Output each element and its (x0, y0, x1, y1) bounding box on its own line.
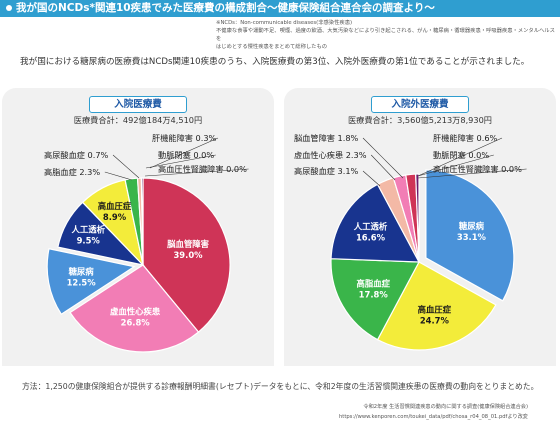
ncds-note: ※NCDs：Non-communicable diseases(非感染性疾患) … (216, 19, 556, 51)
slice-label: 虚血性心疾患 (110, 307, 161, 317)
intro-text: 我が国における糖尿病の医療費はNCDs関連10疾患のうち、入院医療費の第3位、入… (20, 57, 530, 67)
method-note: 方法：1,250の健康保険組合が提供する診療報酬明細書(レセプト)データをもとに… (22, 382, 539, 391)
callout-label: 高血圧性腎臓障害 0.0% (433, 164, 522, 174)
slice-label: 高血圧症 (418, 304, 452, 314)
callout-line (149, 137, 219, 169)
callout-line (370, 154, 396, 181)
pie-slice (140, 177, 144, 266)
pie-slice (142, 177, 231, 333)
callout-label: 高尿酸血症 0.7% (44, 150, 109, 160)
slice-label: 高脂血症 (356, 278, 390, 288)
callout-label: 動脈閉塞 0.0% (433, 150, 489, 160)
slice-value-label: 12.5% (67, 278, 97, 288)
pie-slice (330, 258, 420, 341)
note-line-1: ※NCDs：Non-communicable diseases(非感染性疾患) (216, 20, 353, 26)
slice-label: 糖尿病 (459, 221, 485, 231)
pie-slice (425, 169, 515, 302)
callout-line (417, 137, 503, 177)
callout-line (362, 137, 404, 179)
slice-value-label: 33.1% (457, 232, 487, 242)
slice-label: 糖尿病 (69, 267, 95, 277)
inpatient-total: 医療費合計：492億184万4,510円 (73, 115, 203, 125)
slice-label: 人工透析 (354, 222, 388, 232)
slice-value-label: 8.9% (103, 212, 127, 222)
pie-slice (415, 173, 420, 263)
slice-label: 高血圧症 (98, 201, 132, 211)
slice-value-label: 39.0% (173, 250, 203, 260)
callout-label: 高脂血症 2.3% (44, 167, 100, 177)
pie-slice (46, 248, 136, 316)
bullet-icon (6, 4, 12, 11)
page-header: 我が国のNCDs*関連10疾患でみた医療費の構成割合〜健康保険組合連合会の調査よ… (0, 0, 560, 17)
callout-line (417, 154, 494, 177)
callout-line (144, 168, 249, 177)
outpatient-total: 医療費合計：3,560億5,213万8,930円 (347, 115, 492, 125)
callout-line (362, 170, 381, 187)
header-title: 我が国のNCDs*関連10疾患でみた医療費の構成割合〜健康保険組合連合会の調査よ… (16, 2, 435, 14)
callout-label: 肝機能障害 0.6% (433, 133, 498, 143)
callout-label: 高尿酸血症 3.1% (294, 166, 359, 176)
source-url: https://www.kenporen.com/toukei_data/pdf… (339, 414, 528, 420)
callout-line (112, 154, 140, 179)
callout-label: 動脈閉塞 0.0% (158, 150, 214, 160)
callout-label: 脳血管障害 1.8% (294, 133, 359, 143)
slice-value-label: 17.8% (359, 289, 389, 299)
pie-slice (330, 183, 421, 263)
slice-value-label: 26.8% (121, 318, 151, 328)
callout-label: 虚血性心疾患 2.3% (294, 150, 367, 160)
inpatient-title: 入院医療費 (89, 96, 187, 113)
source-citation: 令和2年度 生活習慣関連疾患の動向に関する調査(健康保険組合連合会) (363, 404, 528, 410)
callout-label: 肝機能障害 0.3% (152, 133, 217, 143)
pie-slice (69, 264, 200, 353)
callout-line (417, 168, 527, 179)
slice-value-label: 24.7% (420, 315, 450, 325)
slice-value-label: 16.6% (356, 233, 386, 243)
note-line-2: 不健康な食事や運動不足、喫煙、過度の飲酒、大気汚染などにより引き起こされる、がん… (216, 28, 555, 42)
slice-value-label: 9.5% (77, 236, 101, 246)
outpatient-title: 入院外医療費 (371, 96, 469, 113)
callout-label: 高血圧性腎臓障害 0.0% (158, 164, 247, 174)
pie-slice (376, 261, 497, 351)
note-line-3: はじめとする慢性疾患をまとめて総称したもの (216, 44, 328, 50)
slice-label: 脳血管障害 (166, 239, 209, 249)
callout-line (145, 154, 216, 169)
slice-label: 人工透析 (71, 225, 105, 235)
callout-line (104, 171, 133, 181)
